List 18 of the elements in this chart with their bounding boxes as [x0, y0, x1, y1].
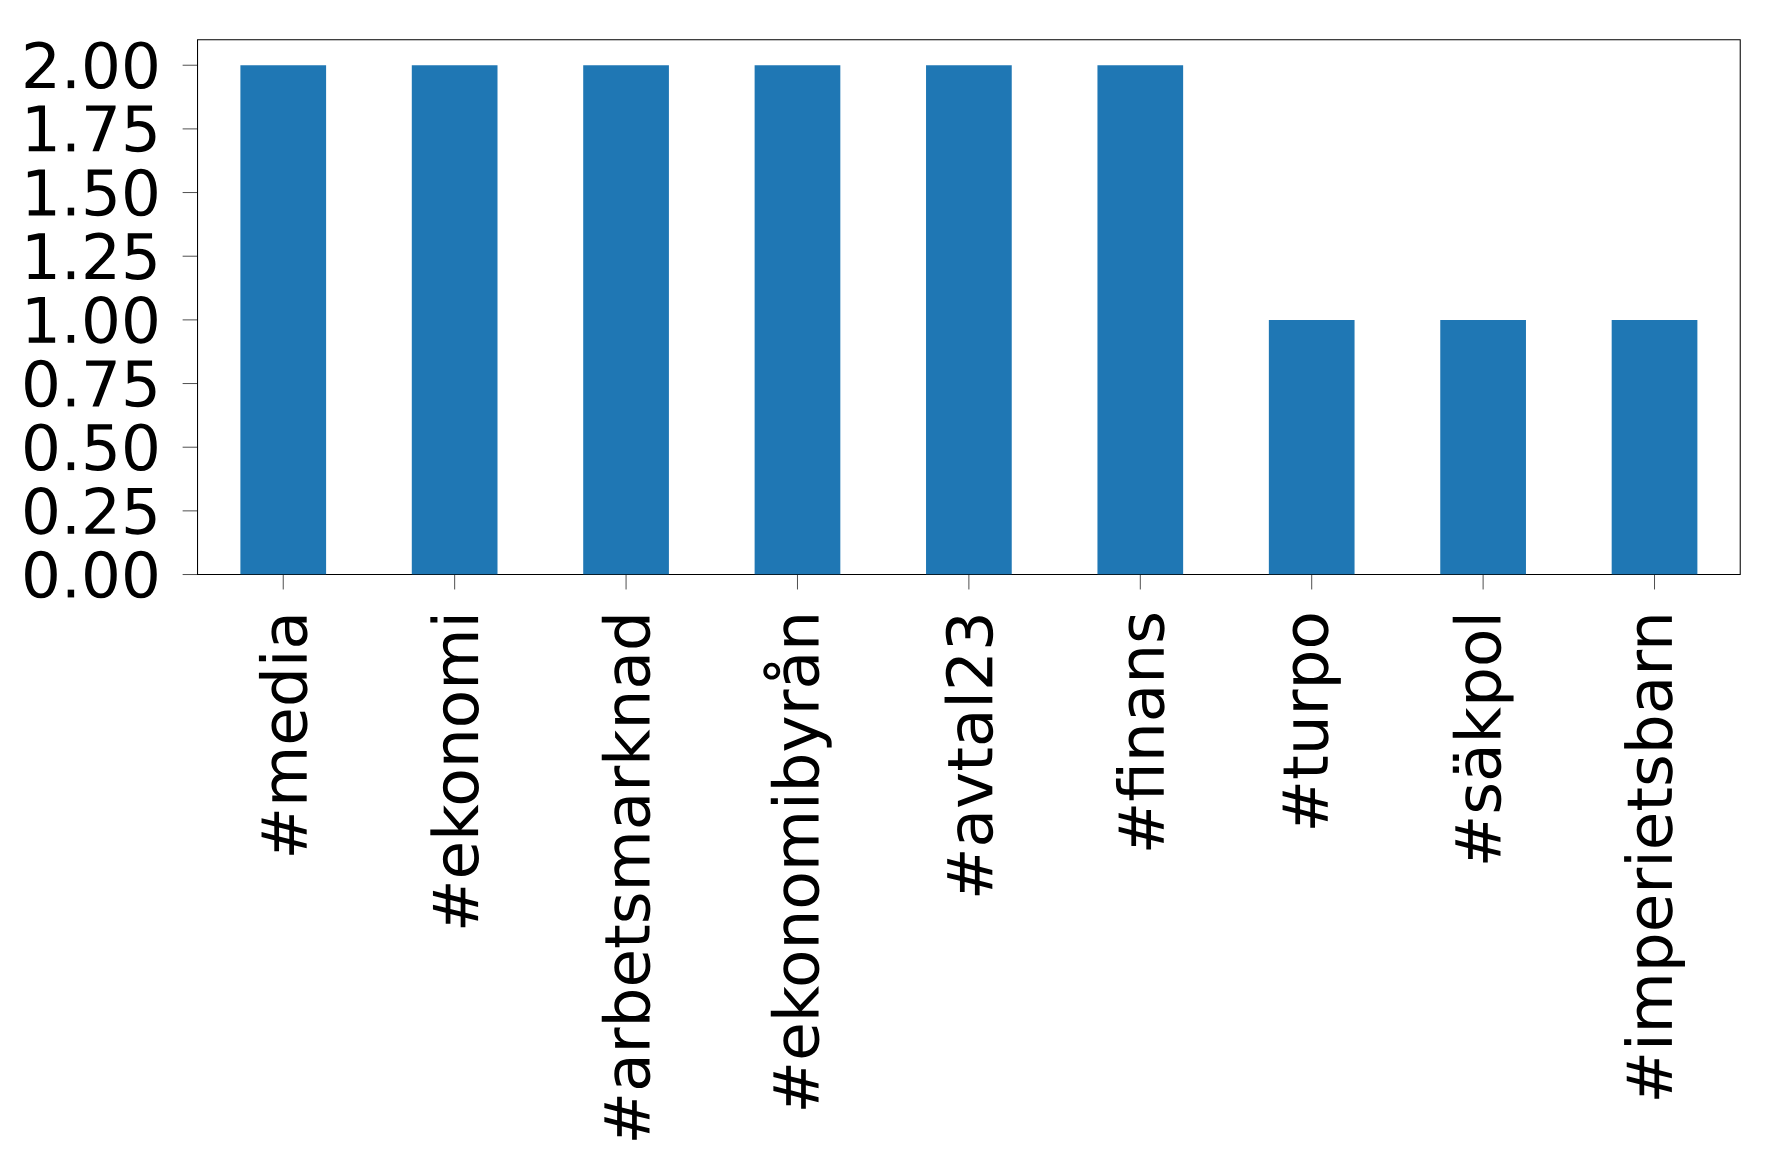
y-tick-label: 2.00 — [25, 41, 157, 90]
x-tick-label: #avtal23 — [944, 616, 994, 896]
y-tick-label: 1.25 — [27, 232, 156, 281]
x-tick-label: #turpo — [1282, 614, 1341, 828]
x-tick-label: #imperietsbarn — [1624, 616, 1685, 1099]
x-tick-label: #ekonomibyrån — [763, 616, 832, 1109]
y-tick-label: 0.75 — [25, 359, 156, 408]
y-tick-label: 0.00 — [25, 550, 157, 599]
y-tick-label: 0.25 — [25, 487, 156, 535]
x-tick-label: #ekonomi — [430, 617, 479, 928]
y-tick-label: 1.00 — [27, 296, 157, 344]
x-tick-label: #arbetsmarknad — [601, 617, 651, 1140]
y-tick-label: 1.75 — [27, 105, 156, 153]
y-tick-label: 0.50 — [25, 423, 157, 472]
x-tick-label: #säkpol — [1452, 617, 1514, 863]
x-tick-label: #media — [258, 617, 308, 856]
x-tick-label: #finans — [1115, 614, 1165, 850]
y-tick-label: 1.50 — [27, 169, 157, 217]
